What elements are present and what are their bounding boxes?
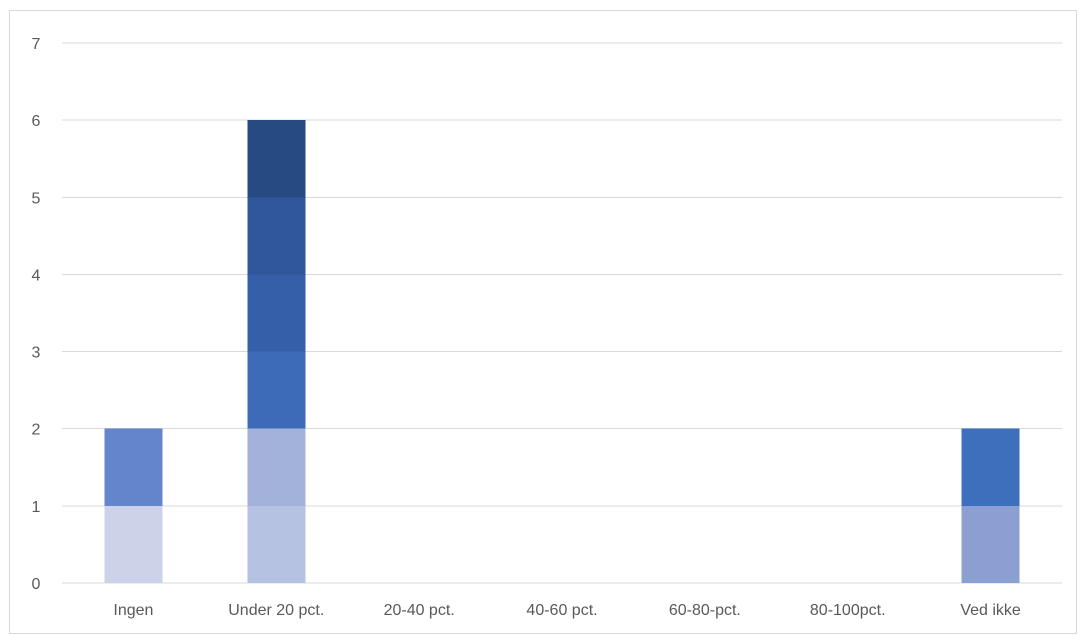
stacked-bar-chart: 0 1 2 3 4 5 6 7 Ingen Under 20 pct. 20-40 pct. 40-… — [32, 36, 1062, 619]
bar-segment — [247, 428, 306, 506]
y-tick-label: 2 — [32, 422, 41, 439]
x-axis-tick-labels: Ingen Under 20 pct. 20-40 pct. 40-60 pct. 60… — [113, 602, 1021, 619]
chart-frame: 0 1 2 3 4 5 6 7 Ingen Under 20 pct. 20-40 pct. 40-… — [9, 10, 1077, 634]
bar-segment — [247, 505, 306, 583]
x-tick-label: 40-60 pct. — [526, 602, 597, 619]
y-tick-label: 6 — [32, 113, 41, 130]
y-axis-tick-labels: 0 1 2 3 4 5 6 7 — [32, 36, 41, 593]
x-tick-label: 60-80-pct. — [669, 602, 741, 619]
y-tick-label: 5 — [32, 190, 41, 207]
x-tick-label: 80-100pct. — [810, 602, 886, 619]
bar-segment — [961, 428, 1020, 506]
y-tick-label: 1 — [32, 499, 41, 516]
bar-segment — [247, 274, 306, 352]
x-tick-label: 20-40 pct. — [384, 602, 455, 619]
bar-segment — [104, 505, 163, 583]
bar-segment — [104, 428, 163, 506]
x-tick-label: Ingen — [113, 602, 153, 619]
bar-segment — [247, 120, 306, 198]
y-tick-label: 4 — [32, 267, 41, 284]
y-tick-label: 0 — [32, 576, 41, 593]
y-tick-label: 7 — [32, 36, 41, 53]
bar-segment — [247, 197, 306, 275]
bar-segment — [247, 351, 306, 429]
x-tick-label: Ved ikke — [960, 602, 1021, 619]
bars — [104, 120, 1020, 583]
gridlines — [62, 42, 1062, 584]
x-tick-label: Under 20 pct. — [228, 602, 324, 619]
bar-segment — [961, 505, 1020, 583]
y-tick-label: 3 — [32, 345, 41, 362]
